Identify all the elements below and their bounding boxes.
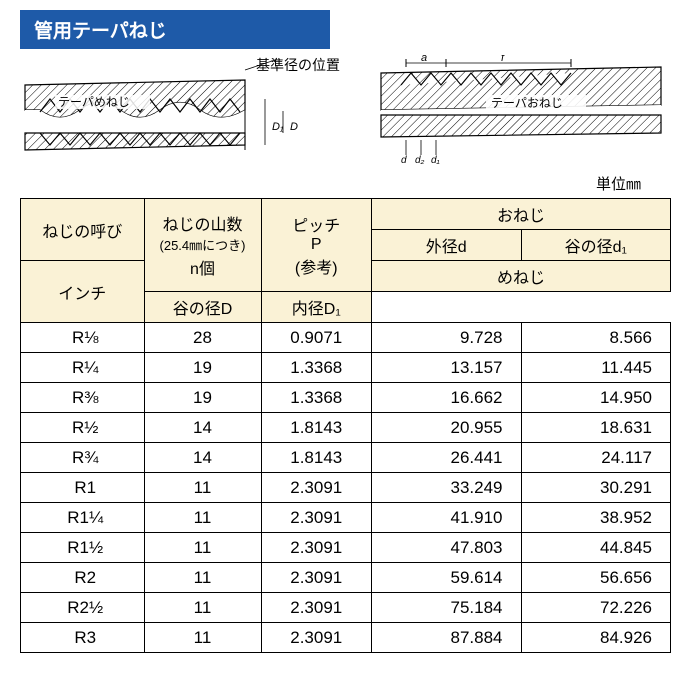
thread-spec-table: ねじの呼び ねじの山数 (25.4㎜につき) n個 ピッチ P (参考) おねじ… [20, 198, 671, 653]
svg-text:d₂: d₂ [415, 155, 425, 165]
svg-text:d₁: d₁ [431, 155, 440, 165]
header-pitch: ピッチ P (参考) [261, 199, 372, 292]
cell-p: 2.3091 [261, 503, 372, 533]
cell-n: 14 [144, 413, 261, 443]
cell-d: 33.249 [372, 473, 522, 503]
cell-d: 41.910 [372, 503, 522, 533]
cell-r: R2½ [21, 593, 145, 623]
cell-d: 20.955 [372, 413, 522, 443]
cell-n: 28 [144, 323, 261, 353]
cell-d1: 14.950 [521, 383, 671, 413]
svg-text:a: a [421, 55, 427, 64]
cell-r: R⅜ [21, 383, 145, 413]
cell-p: 2.3091 [261, 563, 372, 593]
unit-label: 単位㎜ [20, 173, 671, 194]
cell-d1: 56.656 [521, 563, 671, 593]
cell-p: 1.3368 [261, 383, 372, 413]
cell-d: 26.441 [372, 443, 522, 473]
cell-d1: 72.226 [521, 593, 671, 623]
male-thread-label: テーパおねじ [491, 96, 563, 110]
cell-p: 2.3091 [261, 623, 372, 653]
cell-p: 2.3091 [261, 473, 372, 503]
header-male: おねじ [372, 199, 671, 230]
cell-n: 11 [144, 593, 261, 623]
cell-r: R3 [21, 623, 145, 653]
cell-p: 2.3091 [261, 593, 372, 623]
cell-n: 19 [144, 383, 261, 413]
cell-d: 75.184 [372, 593, 522, 623]
cell-n: 11 [144, 503, 261, 533]
table-row: R3112.309187.88484.926 [21, 623, 671, 653]
cell-p: 1.8143 [261, 443, 372, 473]
cell-d: 87.884 [372, 623, 522, 653]
header-nominal-sub: インチ [21, 261, 145, 323]
male-thread-diagram: a f テーパおねじ d d₂ d₁ [371, 55, 671, 173]
cell-d1: 38.952 [521, 503, 671, 533]
cell-n: 11 [144, 533, 261, 563]
female-thread-diagram: D₁ D テーパめねじ 基準径の位置 [20, 55, 340, 173]
cell-r: R¼ [21, 353, 145, 383]
cell-d1: 30.291 [521, 473, 671, 503]
cell-d1: 44.845 [521, 533, 671, 563]
cell-n: 14 [144, 443, 261, 473]
cell-d: 59.614 [372, 563, 522, 593]
header-root-D: 谷の径D [144, 292, 261, 323]
header-female: めねじ [372, 261, 671, 292]
thread-diagrams: D₁ D テーパめねじ 基準径の位置 a f テーパおねじ [20, 55, 671, 173]
cell-n: 11 [144, 623, 261, 653]
header-nominal: ねじの呼び [21, 199, 145, 261]
cell-p: 0.9071 [261, 323, 372, 353]
cell-n: 19 [144, 353, 261, 383]
header-inner-D1: 内径D₁ [261, 292, 372, 323]
cell-r: R⅛ [21, 323, 145, 353]
cell-r: R1¼ [21, 503, 145, 533]
cell-r: R2 [21, 563, 145, 593]
cell-d1: 84.926 [521, 623, 671, 653]
table-body: R⅛280.90719.7288.566R¼191.336813.15711.4… [21, 323, 671, 653]
female-thread-label: テーパめねじ [58, 95, 130, 109]
table-row: R2½112.309175.18472.226 [21, 593, 671, 623]
cell-d: 47.803 [372, 533, 522, 563]
cell-d: 16.662 [372, 383, 522, 413]
cell-p: 1.3368 [261, 353, 372, 383]
table-row: R1112.309133.24930.291 [21, 473, 671, 503]
svg-text:D: D [290, 121, 298, 133]
table-row: R⅛280.90719.7288.566 [21, 323, 671, 353]
page-title: 管用テーパねじ [20, 10, 330, 49]
cell-d1: 11.445 [521, 353, 671, 383]
cell-p: 2.3091 [261, 533, 372, 563]
cell-p: 1.8143 [261, 413, 372, 443]
header-outer-d: 外径d [372, 230, 522, 261]
table-row: R¾141.814326.44124.117 [21, 443, 671, 473]
table-row: R½141.814320.95518.631 [21, 413, 671, 443]
cell-d1: 24.117 [521, 443, 671, 473]
cell-d1: 8.566 [521, 323, 671, 353]
cell-d1: 18.631 [521, 413, 671, 443]
table-row: R2112.309159.61456.656 [21, 563, 671, 593]
table-row: R⅜191.336816.66214.950 [21, 383, 671, 413]
table-row: R1½112.309147.80344.845 [21, 533, 671, 563]
cell-r: R¾ [21, 443, 145, 473]
header-threads: ねじの山数 (25.4㎜につき) n個 [144, 199, 261, 292]
cell-r: R1 [21, 473, 145, 503]
header-root-d1: 谷の径d₁ [521, 230, 671, 261]
cell-d: 13.157 [372, 353, 522, 383]
cell-r: R½ [21, 413, 145, 443]
cell-d: 9.728 [372, 323, 522, 353]
cell-n: 11 [144, 563, 261, 593]
ref-position-label: 基準径の位置 [256, 55, 340, 75]
table-row: R1¼112.309141.91038.952 [21, 503, 671, 533]
svg-text:d: d [401, 155, 407, 165]
cell-r: R1½ [21, 533, 145, 563]
svg-text:D₁: D₁ [272, 121, 284, 133]
cell-n: 11 [144, 473, 261, 503]
table-row: R¼191.336813.15711.445 [21, 353, 671, 383]
